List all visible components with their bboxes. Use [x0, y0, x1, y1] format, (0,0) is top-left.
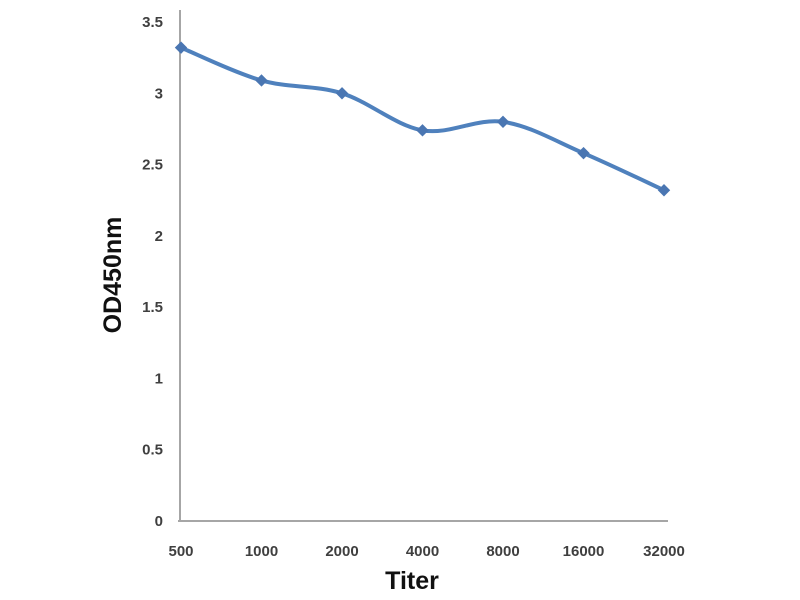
- y-tick-label: 1.5: [142, 299, 163, 316]
- x-tick-label: 4000: [406, 543, 439, 560]
- y-tick-label: 3.5: [142, 14, 163, 31]
- y-tick-label: 1: [155, 370, 163, 387]
- y-tick-label: 2: [155, 228, 163, 245]
- data-point-marker: [496, 115, 510, 129]
- x-tick-label: 16000: [563, 543, 605, 560]
- data-point-marker: [174, 41, 188, 54]
- y-tick-label: 0: [155, 513, 163, 530]
- x-tick-label: 32000: [643, 543, 685, 560]
- y-tick-label: 3: [155, 85, 163, 102]
- data-point-marker: [255, 74, 268, 87]
- x-tick-label: 500: [168, 543, 193, 560]
- data-point-marker: [335, 87, 349, 100]
- x-axis-title: Titer: [385, 567, 439, 595]
- y-axis-title: OD450nm: [99, 217, 127, 334]
- x-tick-label: 1000: [245, 543, 278, 560]
- y-tick-label: 0.5: [142, 442, 163, 459]
- data-point-marker: [657, 184, 671, 197]
- y-tick-label: 2.5: [142, 157, 163, 174]
- data-point-marker: [416, 124, 429, 137]
- x-tick-label: 8000: [486, 543, 519, 560]
- x-tick-label: 2000: [325, 543, 358, 560]
- data-series-line: [179, 45, 666, 193]
- data-point-marker: [577, 146, 590, 160]
